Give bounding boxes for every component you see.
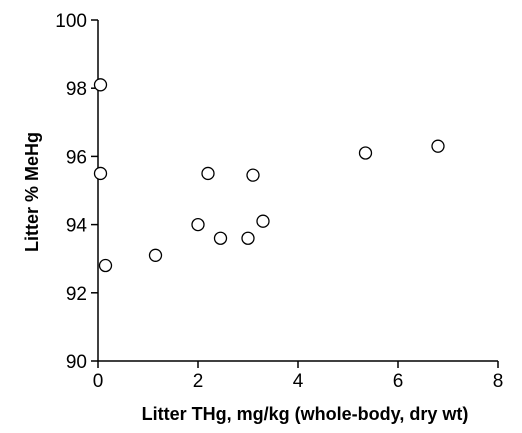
data-point (358, 146, 373, 160)
y-tick-label: 98 (66, 79, 87, 100)
data-point (246, 168, 260, 182)
data-point (93, 166, 108, 181)
y-axis-ticks: 90 92 94 96 98 100 (55, 11, 98, 373)
data-point (93, 78, 108, 92)
data-point (148, 248, 163, 262)
y-tick-label: 90 (66, 352, 87, 373)
x-tick-label: 4 (293, 371, 304, 392)
data-points (93, 78, 445, 273)
data-point (213, 231, 228, 245)
x-tick-label: 6 (393, 371, 404, 392)
y-tick-label: 94 (66, 216, 88, 237)
x-tick-label: 2 (193, 371, 204, 392)
y-tick-label: 100 (55, 11, 87, 32)
y-tick-label: 96 (66, 147, 87, 168)
y-axis-title: Litter % MeHg (22, 132, 42, 252)
data-point (98, 258, 113, 273)
data-point (256, 214, 270, 228)
data-point (431, 139, 445, 153)
x-tick-label: 8 (493, 371, 504, 392)
data-point (241, 231, 255, 245)
data-point (191, 217, 205, 232)
x-axis-title: Litter THg, mg/kg (whole-body, dry wt) (142, 404, 469, 424)
x-axis-ticks: 0 2 4 6 8 (93, 361, 504, 392)
data-point (201, 166, 215, 181)
x-tick-label: 0 (93, 371, 104, 392)
y-tick-label: 92 (66, 284, 87, 305)
